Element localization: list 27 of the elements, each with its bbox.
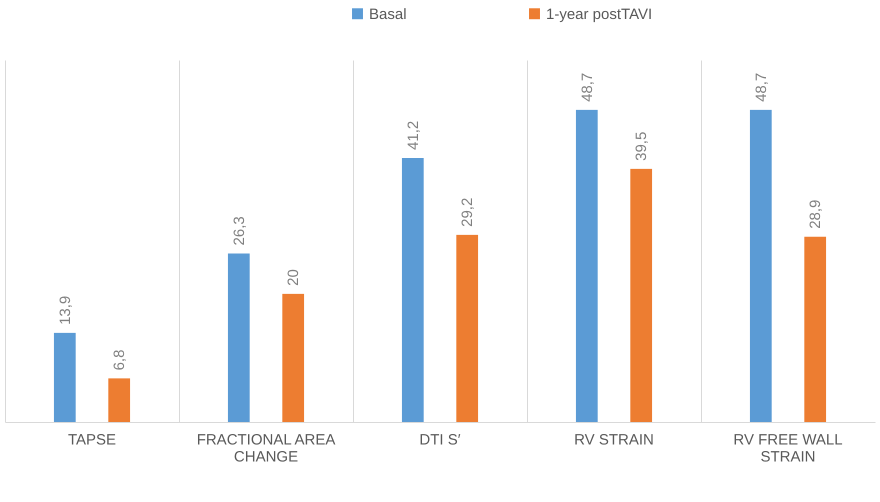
bar [54, 332, 76, 422]
legend-label: Basal [369, 6, 407, 23]
bar [804, 236, 826, 422]
x-tick-label: RV FREE WALL STRAIN [733, 432, 843, 466]
data-label: 13,9 [56, 296, 74, 325]
bar [228, 253, 250, 422]
data-label: 26,3 [230, 216, 248, 246]
data-label: 41,2 [404, 120, 422, 150]
data-label: 48,7 [752, 72, 770, 102]
x-tick-label: RV STRAIN [574, 432, 654, 448]
data-label: 6,8 [111, 350, 128, 370]
data-label: 28,9 [807, 200, 824, 229]
data-label: 20 [285, 269, 302, 286]
bar [750, 110, 772, 422]
legend-label: 1-year postTAVI [546, 6, 652, 23]
x-tick-label: DTI S′ [419, 432, 461, 448]
bar [630, 168, 652, 422]
data-label: 39,5 [633, 132, 650, 161]
data-label: 48,7 [578, 72, 596, 102]
data-label: 29,2 [459, 198, 476, 227]
bar [402, 158, 424, 422]
bar [108, 378, 130, 422]
x-tick-label: FRACTIONAL AREA CHANGE [196, 432, 336, 466]
bar [282, 294, 304, 422]
bar [576, 110, 598, 422]
x-tick-label: TAPSE [68, 432, 116, 448]
bar [456, 234, 478, 422]
